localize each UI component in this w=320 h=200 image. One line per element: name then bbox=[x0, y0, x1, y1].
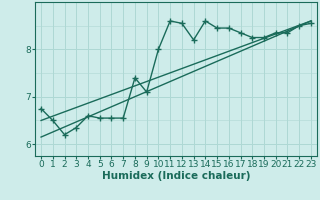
X-axis label: Humidex (Indice chaleur): Humidex (Indice chaleur) bbox=[102, 171, 250, 181]
